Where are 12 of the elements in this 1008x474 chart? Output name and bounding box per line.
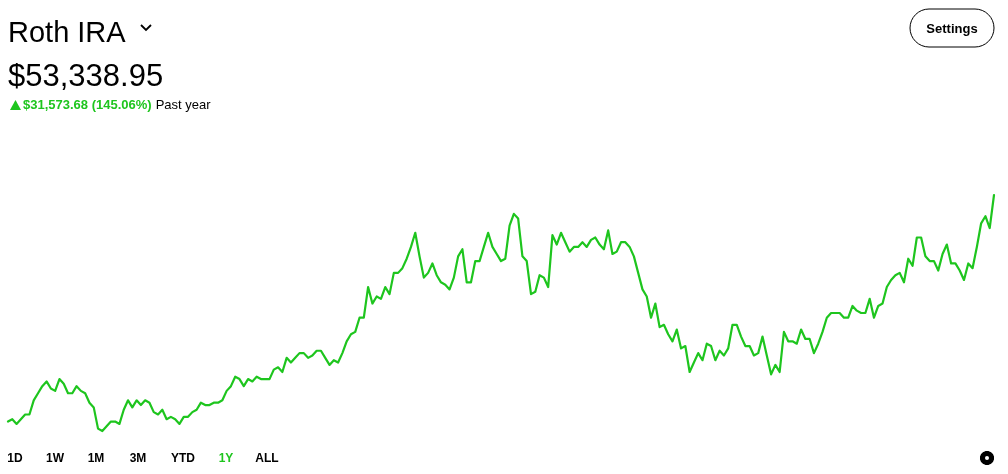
text: 3M	[129, 451, 147, 465]
text: 1M	[87, 451, 105, 465]
chart-subtitle: $53,338.95	[8, 58, 164, 93]
text: 1W	[46, 451, 65, 465]
text: Past year	[155, 97, 212, 112]
text: ALL	[255, 451, 279, 465]
text: Settings	[926, 21, 978, 36]
text: $31,573.68 (145.06%)	[23, 97, 152, 112]
text: 1Y	[218, 451, 234, 465]
chart-title: Roth IRA	[8, 16, 127, 48]
text: 1D	[7, 451, 23, 465]
text: YTD	[171, 451, 196, 465]
